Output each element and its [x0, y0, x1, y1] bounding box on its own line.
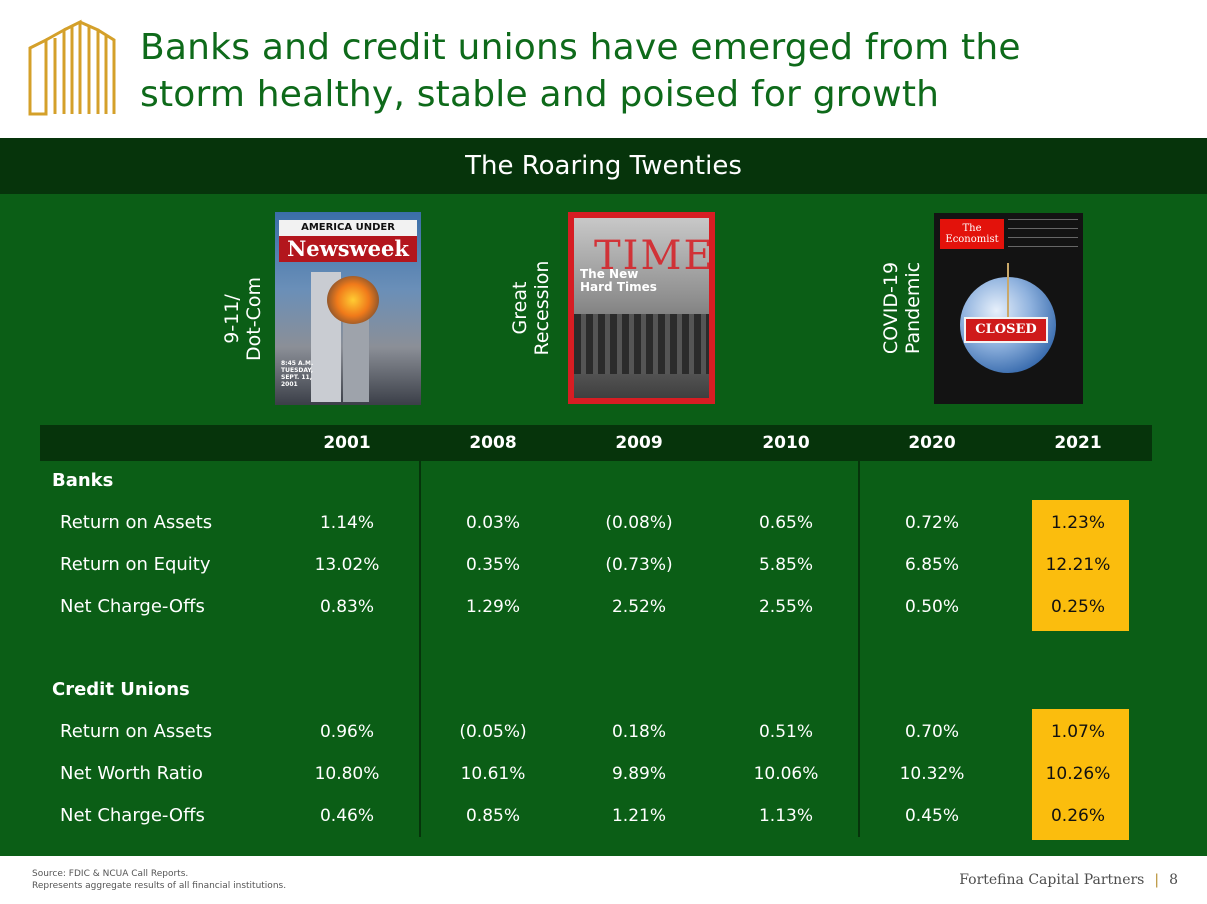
- economist-cover-image: The Economist CLOSED: [934, 213, 1083, 404]
- cover-headline-line: Hard Times: [580, 280, 657, 294]
- cover-band: AMERICA UNDER ATTACK: [279, 220, 417, 249]
- table-cell: 1.29%: [465, 597, 520, 617]
- cover-masthead: Newsweek: [279, 236, 417, 262]
- cover-label-line: Recession: [531, 260, 553, 356]
- cover-small-text: 8:45 A.M. TUESDAY, SEPT. 11, 2001: [281, 360, 314, 388]
- cover-masthead: TIME: [594, 233, 715, 279]
- year-header: 2021: [1054, 433, 1102, 453]
- cover-label-covid: COVID-19 Pandemic: [880, 253, 924, 363]
- section-banner: The Roaring Twenties: [0, 138, 1207, 194]
- table-cell: (0.08%): [605, 513, 673, 533]
- row-label: Return on Equity: [60, 554, 211, 575]
- table-cell: 0.51%: [758, 722, 813, 742]
- source-line: Represents aggregate results of all fina…: [32, 881, 287, 891]
- source-line: Source: FDIC & NCUA Call Reports.: [32, 869, 189, 879]
- table-header: 2001 2008 2009 2010 2020 2021: [40, 425, 1152, 461]
- brand-separator: |: [1154, 872, 1160, 888]
- table-cell: 1.13%: [758, 806, 813, 826]
- year-header: 2010: [762, 433, 810, 453]
- year-header: 2008: [469, 433, 517, 453]
- cover-label-line: Pandemic: [902, 261, 924, 355]
- table-cell: 0.03%: [465, 513, 520, 533]
- table-cell: 10.61%: [460, 764, 526, 784]
- year-header: 2020: [908, 433, 956, 453]
- slide-header: Banks and credit unions have emerged fro…: [0, 0, 1207, 138]
- table-cell: 0.65%: [758, 513, 813, 533]
- cover-headline: The New Hard Times: [580, 268, 657, 294]
- year-header: 2009: [615, 433, 663, 453]
- brand-name: Fortefina Capital Partners: [959, 872, 1145, 888]
- table-cell: 1.14%: [319, 513, 374, 533]
- table-cell: 1.21%: [611, 806, 666, 826]
- table-cell: 6.85%: [904, 555, 959, 575]
- page-title-line-1: Banks and credit unions have emerged fro…: [140, 27, 1021, 68]
- table-cell: 0.72%: [904, 513, 959, 533]
- row-label: Return on Assets: [60, 721, 213, 742]
- table-cell-highlight: 12.21%: [1045, 555, 1111, 575]
- table-cell: 10.06%: [753, 764, 819, 784]
- table-cell: 2.52%: [611, 597, 666, 617]
- table-cell: (0.05%): [459, 722, 527, 742]
- section-title-credit-unions: Credit Unions: [52, 679, 190, 700]
- time-cover-image: TIME The New Hard Times: [568, 212, 715, 404]
- column-divider: [419, 461, 421, 837]
- table-cell-highlight: 0.25%: [1050, 597, 1105, 617]
- table-cell-highlight: 10.26%: [1045, 764, 1111, 784]
- table-cell: 5.85%: [758, 555, 813, 575]
- page-title-line-2: storm healthy, stable and poised for gro…: [140, 74, 940, 115]
- table-cell: 0.70%: [904, 722, 959, 742]
- highlight-2021-credit-unions: [1032, 709, 1129, 840]
- table-cell: 10.80%: [314, 764, 380, 784]
- cover-masthead-line: The: [962, 223, 982, 234]
- row-label: Net Charge-Offs: [60, 805, 205, 826]
- cover-label-line: 9-11/: [221, 294, 243, 344]
- table-cell: 9.89%: [611, 764, 666, 784]
- page-title: Banks and credit unions have emerged fro…: [140, 24, 1180, 118]
- table-cell: 0.45%: [904, 806, 959, 826]
- cover-label-line: Great: [509, 281, 531, 335]
- table-cell: 0.46%: [319, 806, 374, 826]
- table-cell: (0.73%): [605, 555, 673, 575]
- cover-headline-line: The New: [580, 267, 639, 281]
- explosion-shape: [327, 276, 379, 324]
- page-number: 8: [1169, 872, 1178, 888]
- column-divider: [858, 461, 860, 837]
- content-panel: The Roaring Twenties 9-11/ Dot-Com Great…: [0, 138, 1207, 856]
- cover-masthead: The Economist: [940, 219, 1004, 249]
- cover-label-line: COVID-19: [880, 261, 902, 355]
- cover-photo: TIME The New Hard Times: [574, 218, 715, 398]
- table-cell: 0.35%: [465, 555, 520, 575]
- table-cell: 0.96%: [319, 722, 374, 742]
- cover-label-line: Dot-Com: [243, 277, 265, 361]
- slide-footer: Source: FDIC & NCUA Call Reports. Repres…: [0, 856, 1207, 904]
- table-cell: 10.32%: [899, 764, 965, 784]
- brand-footer: Fortefina Capital Partners | 8: [959, 872, 1178, 888]
- table-cell-highlight: 1.07%: [1050, 722, 1105, 742]
- table-cell: 0.83%: [319, 597, 374, 617]
- section-title-banks: Banks: [52, 470, 114, 491]
- table-cell: 2.55%: [758, 597, 813, 617]
- source-note: Source: FDIC & NCUA Call Reports. Repres…: [32, 868, 286, 892]
- table-cell-highlight: 0.26%: [1050, 806, 1105, 826]
- table-cell: 0.85%: [465, 806, 520, 826]
- table-cell: 13.02%: [314, 555, 380, 575]
- cover-label-great-recession: Great Recession: [509, 258, 553, 358]
- sign-string: [1007, 263, 1009, 319]
- row-label: Net Charge-Offs: [60, 596, 205, 617]
- table-cell: 0.50%: [904, 597, 959, 617]
- building-outline-logo-icon: [28, 19, 116, 116]
- table-cell: 0.18%: [611, 722, 666, 742]
- row-label: Return on Assets: [60, 512, 213, 533]
- cover-label-9-11: 9-11/ Dot-Com: [221, 269, 265, 369]
- row-label: Net Worth Ratio: [60, 763, 203, 784]
- table-cell-highlight: 1.23%: [1050, 513, 1105, 533]
- closed-sign: CLOSED: [964, 317, 1048, 343]
- crowd-shape: [574, 314, 709, 374]
- highlight-2021-banks: [1032, 500, 1129, 631]
- cover-masthead-line: Economist: [945, 234, 999, 245]
- newsweek-cover-image: AMERICA UNDER ATTACK Newsweek 8:45 A.M. …: [275, 212, 421, 405]
- year-header: 2001: [323, 433, 371, 453]
- cover-text-lines: [1008, 219, 1078, 255]
